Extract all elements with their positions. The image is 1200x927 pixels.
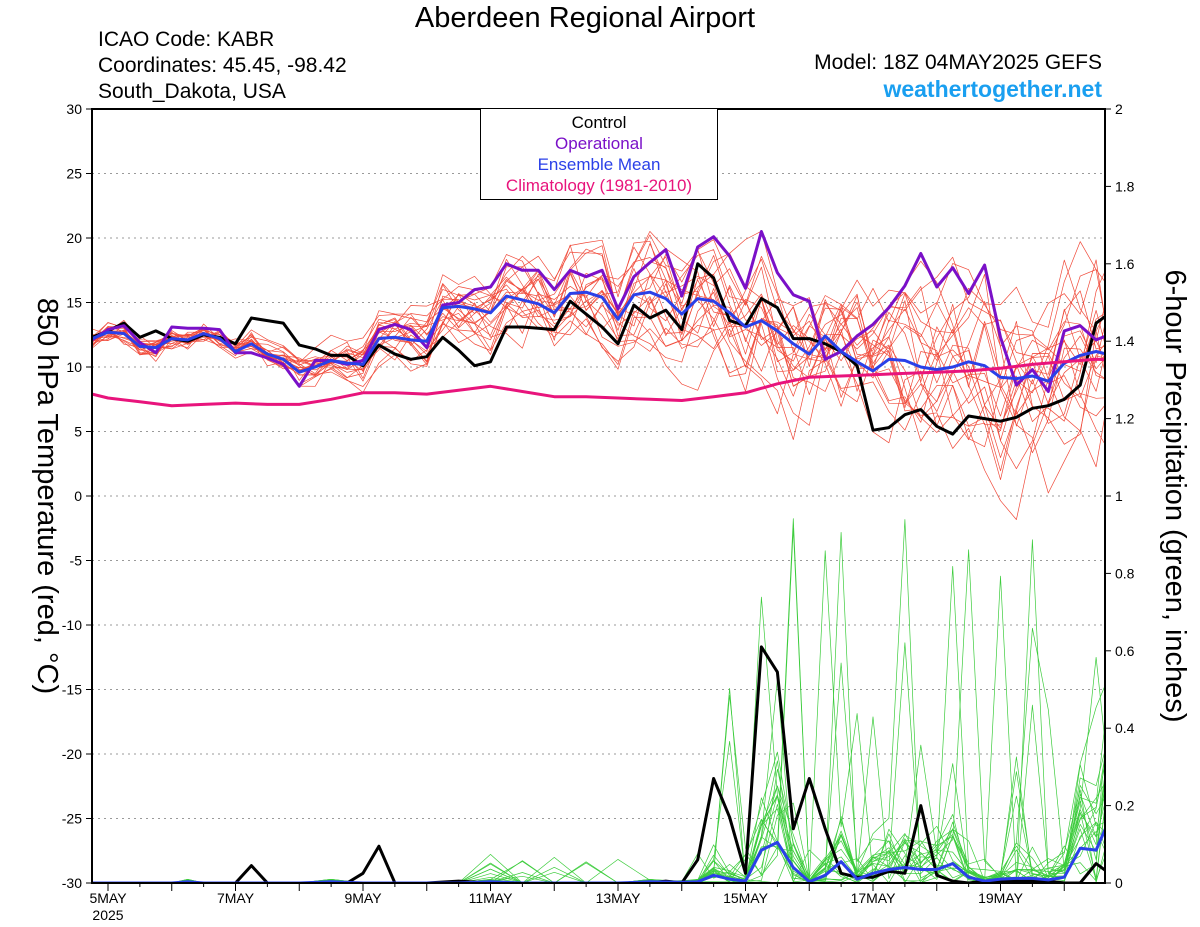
ensemble-member-precip-line bbox=[92, 764, 1105, 883]
y-left-tick-label: 15 bbox=[66, 295, 82, 311]
y-left-tick-label: 0 bbox=[74, 488, 82, 504]
x-tick-label: 19MAY bbox=[978, 890, 1024, 906]
coordinates: Coordinates: 45.45, -98.42 bbox=[98, 54, 347, 77]
ensemble-member-precip-line bbox=[92, 627, 1105, 883]
y-right-tick-label: 1.8 bbox=[1115, 178, 1135, 194]
legend-climatology: Climatology (1981-2010) bbox=[505, 176, 693, 195]
legend: Control Operational Ensemble Mean Climat… bbox=[480, 108, 718, 200]
ensemble-member-precip-line bbox=[92, 748, 1105, 883]
ensemble-member-precip-line bbox=[92, 539, 1105, 883]
y-left-tick-label: 30 bbox=[66, 101, 82, 117]
ensemble-member-temp-line bbox=[92, 239, 1105, 423]
precip-line-control bbox=[92, 645, 1105, 883]
y-left-tick-label: -30 bbox=[62, 875, 82, 891]
y-right-tick-label: 1.6 bbox=[1115, 256, 1135, 272]
ensemble-member-temp-line bbox=[92, 261, 1105, 520]
ensemble-member-precip-line bbox=[92, 549, 1105, 883]
x-tick-label: 13MAY bbox=[596, 890, 642, 906]
x-tick-label: 17MAY bbox=[851, 890, 897, 906]
ensemble-member-precip-line bbox=[92, 532, 1105, 883]
ensemble-member-precip-line bbox=[92, 662, 1105, 883]
y-right-tick-label: 0.2 bbox=[1115, 798, 1135, 814]
y-right-tick-label: 1.2 bbox=[1115, 411, 1135, 427]
legend-ensemble-mean: Ensemble Mean bbox=[537, 155, 661, 174]
y-left-tick-label: -25 bbox=[62, 811, 82, 827]
ensemble-member-temp-line bbox=[92, 258, 1105, 412]
ensemble-member-temp-line bbox=[92, 248, 1105, 429]
ensemble-member-precip-line bbox=[92, 519, 1105, 883]
plot-area bbox=[92, 230, 1105, 883]
x-tick-sublabel: 2025 bbox=[92, 907, 123, 923]
legend-control: Control bbox=[571, 113, 627, 132]
site-link[interactable]: weathertogether.net bbox=[883, 76, 1102, 102]
icao-code: ICAO Code: KABR bbox=[98, 28, 275, 51]
ensemble-member-precip-line bbox=[92, 768, 1105, 883]
temp-line-climatology-1981-2010 bbox=[92, 357, 1105, 408]
ensemble-member-precip-line bbox=[92, 575, 1105, 883]
temp-line-operational bbox=[92, 230, 1105, 393]
page-title: Aberdeen Regional Airport bbox=[414, 2, 756, 34]
x-tick-label: 9MAY bbox=[344, 890, 382, 906]
ensemble-member-temp-line bbox=[92, 255, 1105, 426]
ensemble-member-precip-line bbox=[92, 518, 1105, 883]
ensemble-member-temp-line bbox=[92, 231, 1105, 426]
ensemble-member-precip-line bbox=[92, 687, 1105, 883]
y-right-tick-label: 0.6 bbox=[1115, 643, 1135, 659]
ensemble-member-precip-line bbox=[92, 550, 1105, 883]
y-left-axis-title: 850 hPa Temperature (red, °C) bbox=[31, 298, 63, 694]
y-right-tick-label: 0.8 bbox=[1115, 565, 1135, 581]
location: South_Dakota, USA bbox=[98, 80, 286, 103]
y-right-tick-label: 0.4 bbox=[1115, 720, 1135, 736]
y-left-tick-label: -15 bbox=[62, 682, 82, 698]
y-right-axis-title: 6-hour Precipitation (green, inches) bbox=[1159, 270, 1191, 723]
y-left-tick-label: 5 bbox=[74, 424, 82, 440]
x-tick-label: 11MAY bbox=[469, 890, 513, 906]
precip-line-ensemble-mean bbox=[92, 825, 1105, 883]
temp-line-ensemble-mean bbox=[92, 290, 1105, 383]
ensemble-member-precip-line bbox=[92, 596, 1105, 883]
y-left-tick-label: 25 bbox=[66, 166, 82, 182]
x-tick-label: 7MAY bbox=[217, 890, 255, 906]
y-left-tick-label: -5 bbox=[70, 553, 83, 569]
ensemble-member-precip-line bbox=[92, 754, 1105, 883]
ensemble-member-precip-line bbox=[92, 527, 1105, 883]
y-right-tick-label: 0 bbox=[1115, 875, 1123, 891]
y-right-tick-label: 1 bbox=[1115, 488, 1123, 504]
legend-operational: Operational bbox=[555, 134, 643, 153]
x-tick-label: 15MAY bbox=[723, 890, 769, 906]
y-left-tick-label: 10 bbox=[66, 359, 82, 375]
y-right-tick-label: 2 bbox=[1115, 101, 1123, 117]
model-run: Model: 18Z 04MAY2025 GEFS bbox=[814, 51, 1102, 74]
y-left-tick-label: 20 bbox=[66, 230, 82, 246]
ensemble-member-precip-line bbox=[92, 565, 1105, 883]
ensemble-member-temp-line bbox=[92, 252, 1105, 458]
y-right-tick-label: 1.4 bbox=[1115, 333, 1135, 349]
ensemble-member-temp-line bbox=[92, 234, 1105, 397]
y-left-tick-label: -20 bbox=[62, 746, 82, 762]
temp-line-control bbox=[92, 262, 1105, 436]
x-tick-label: 5MAY bbox=[89, 890, 127, 906]
y-left-tick-label: -10 bbox=[62, 617, 82, 633]
